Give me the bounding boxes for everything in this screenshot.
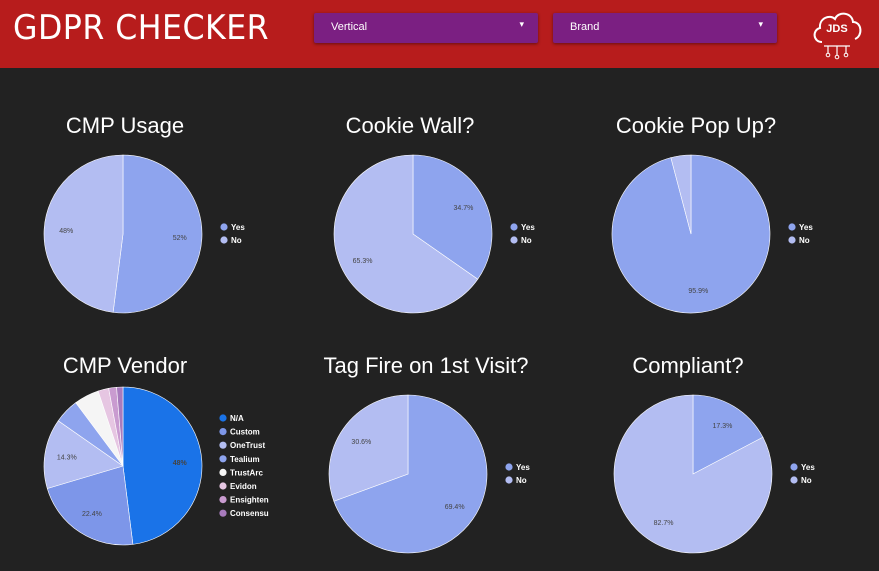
cloud-circuit-icon: JDS (813, 12, 862, 60)
pie-slice-yes[interactable] (412, 154, 493, 280)
slice-value-label: 34.7% (454, 205, 474, 212)
legend-swatch (788, 236, 796, 244)
legend-label: Custom (230, 428, 260, 437)
caret-down-icon: ▾ (758, 19, 763, 29)
legend-swatch (510, 236, 518, 244)
slice-value-label: 22.4% (82, 511, 102, 518)
pie-chart-0: 52% 48% Yes No (43, 154, 245, 314)
logo-text: JDS (826, 23, 847, 35)
legend-swatch (219, 428, 227, 436)
legend-swatch (220, 223, 228, 231)
slice-value-label: 17.3% (712, 423, 732, 430)
legend-swatch (219, 482, 227, 490)
legend-swatch (219, 455, 227, 463)
slice-value-label: 65.3% (353, 258, 373, 265)
legend-swatch (220, 236, 228, 244)
tag-fire-title: Tag Fire on 1st Visit? (323, 353, 529, 378)
pie-slice-no[interactable] (670, 154, 692, 235)
pie-slice-no[interactable] (333, 154, 479, 314)
slice-value-label: 52% (173, 235, 187, 242)
cmp-usage-title: CMP Usage (65, 113, 185, 138)
cmp-vendor-title: CMP Vendor (62, 353, 188, 378)
app-title: GDPR CHECKER (13, 8, 270, 48)
app-header: GDPR CHECKER Vertical ▾ Brand ▾ JDS (0, 0, 879, 68)
cookie-wall-title: Cookie Wall? (345, 113, 475, 138)
pie-slice-no[interactable] (613, 394, 773, 554)
slice-value-label: 48% (173, 460, 188, 467)
legend-label: Yes (231, 223, 245, 232)
slice-value-label: 48% (59, 228, 73, 235)
legend-label: No (521, 236, 532, 245)
pie-chart-2: 95.9% Yes No (611, 154, 813, 314)
pie-slice-yes[interactable] (112, 154, 203, 314)
slice-value-label: 14.3% (57, 454, 77, 461)
slice-value-label: 82.7% (654, 520, 674, 527)
legend-swatch (790, 463, 798, 471)
slice-value-label: 95.9% (688, 288, 708, 295)
vertical-filter-dropdown[interactable]: Vertical ▾ (314, 13, 538, 43)
legend-swatch (219, 441, 227, 449)
legend-swatch (505, 476, 513, 484)
pie-slice-consensu[interactable] (116, 386, 124, 467)
legend-swatch (505, 463, 513, 471)
legend-label: No (516, 476, 527, 485)
pie-chart-4: 69.4% 30.6% Yes No (328, 394, 530, 554)
legend-label: No (799, 236, 810, 245)
compliant-title: Compliant? (632, 353, 744, 378)
legend-swatch (219, 509, 227, 517)
caret-down-icon: ▾ (519, 19, 524, 29)
pie-slice-no[interactable] (43, 154, 124, 313)
slice-value-label: 30.6% (351, 439, 371, 446)
legend-label: N/A (230, 414, 244, 423)
vertical-filter-label: Vertical (331, 21, 368, 33)
brand-filter-label: Brand (570, 21, 600, 33)
pie-slice-yes[interactable] (333, 394, 488, 554)
pie-slice-no[interactable] (328, 394, 409, 502)
legend-label: No (801, 476, 812, 485)
legend-swatch (790, 476, 798, 484)
legend-swatch (510, 223, 518, 231)
legend-swatch (788, 223, 796, 231)
pie-slice-custom[interactable] (46, 465, 134, 546)
pie-chart-1: 34.7% 65.3% Yes No (333, 154, 535, 314)
brand-filter-dropdown[interactable]: Brand ▾ (553, 13, 777, 43)
legend-swatch (219, 414, 227, 422)
pie-slice-n-a[interactable] (122, 386, 203, 545)
pie-slice-yes[interactable] (692, 394, 764, 475)
slice-value-label: 69.4% (445, 504, 465, 511)
legend-label: No (231, 236, 242, 245)
legend-label: Evidon (230, 482, 257, 491)
legend-label: Ensighten (230, 496, 269, 505)
legend-label: Tealium (230, 455, 260, 464)
pie-slice-onetrust[interactable] (43, 420, 124, 489)
legend-label: OneTrust (230, 441, 265, 450)
legend-label: Yes (516, 463, 530, 472)
legend-label: Yes (799, 223, 813, 232)
jds-cloud-logo: JDS (808, 6, 866, 60)
legend-swatch (219, 496, 227, 504)
legend-label: Yes (521, 223, 535, 232)
legend-label: Yes (801, 463, 815, 472)
pie-chart-3: 48% 22.4% 14.3% N/A Custom OneTrust Tealium Tru… (43, 386, 269, 546)
pie-chart-5: 17.3% 82.7% Yes No (613, 394, 815, 554)
legend-label: Consensu (230, 509, 269, 518)
legend-label: TrustArc (230, 468, 263, 477)
legend-swatch (219, 468, 227, 476)
cookie-popup-title: Cookie Pop Up? (615, 113, 777, 138)
